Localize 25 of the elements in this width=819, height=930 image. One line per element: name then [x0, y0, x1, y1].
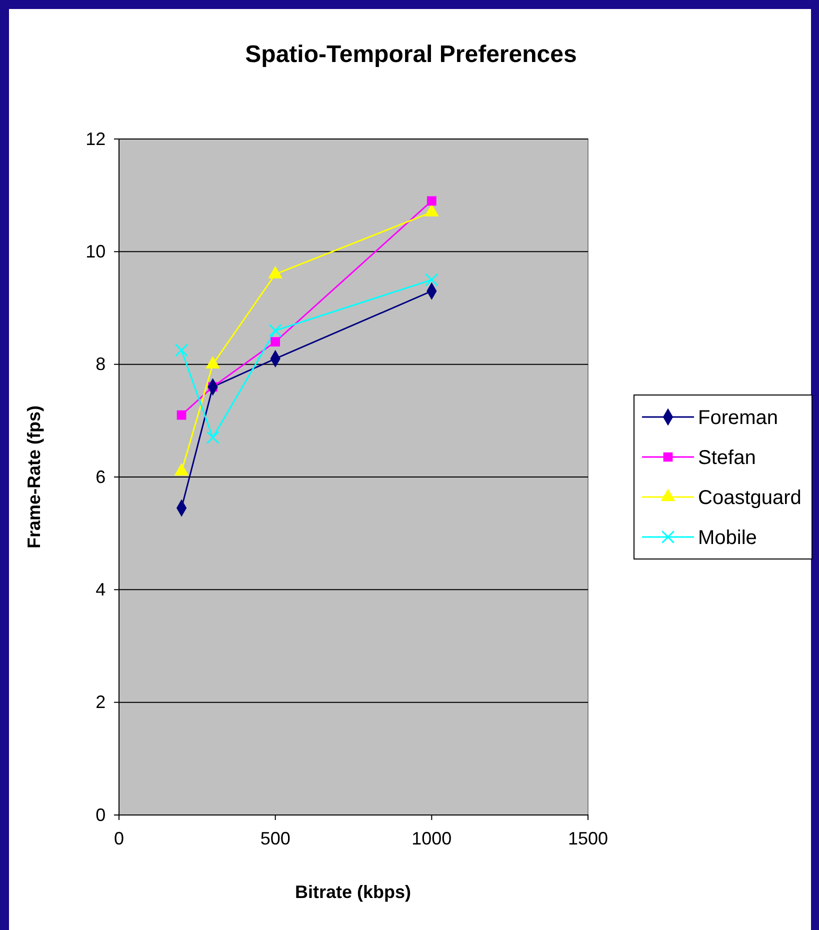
x-tick-label: 500 [260, 828, 290, 849]
legend-label: Coastguard [698, 487, 802, 509]
point [426, 196, 436, 206]
point [270, 337, 280, 346]
y-tick-label: 10 [86, 241, 106, 262]
y-tick-label: 4 [96, 579, 106, 600]
legend-label: Mobile [698, 527, 757, 549]
y-tick-label: 12 [86, 128, 106, 149]
point [425, 273, 438, 286]
y-tick-label: 8 [96, 354, 106, 374]
point [206, 431, 220, 444]
point [174, 344, 188, 357]
chart-title: Spatio-Temporal Preferences [245, 41, 577, 68]
y-tick-label: 2 [96, 692, 106, 712]
y-tick-label: 0 [96, 804, 106, 825]
y-tick-label: 6 [96, 466, 106, 487]
x-tick-label: 1500 [568, 828, 608, 849]
point [176, 410, 186, 420]
point [268, 324, 282, 338]
legend-label: Foreman [698, 407, 778, 429]
x-tick-label: 0 [114, 828, 124, 849]
x-axis-title: Bitrate (kbps) [294, 882, 412, 902]
legend-label: Stefan [698, 447, 756, 469]
x-tick-label: 1000 [412, 828, 452, 849]
y-axis-title: Frame-Rate (fps) [24, 405, 44, 549]
